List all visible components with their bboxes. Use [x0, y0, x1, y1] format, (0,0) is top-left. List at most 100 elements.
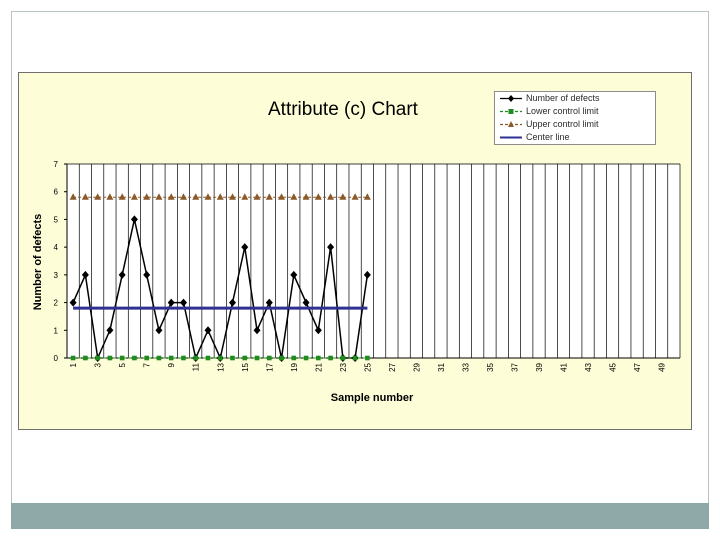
x-tick-label: 11: [192, 362, 201, 371]
data-point-number-of-defects: [314, 326, 322, 335]
data-point-lower-control-limit: [70, 355, 76, 361]
data-point-upper-control-limit: [327, 193, 335, 200]
legend-label-lcl: Lower control limit: [526, 106, 599, 116]
data-point-number-of-defects: [155, 326, 163, 335]
data-point-number-of-defects: [143, 270, 151, 279]
legend-label-ucl: Upper control limit: [526, 119, 599, 129]
data-point-lower-control-limit: [328, 355, 333, 361]
data-point-upper-control-limit: [278, 193, 286, 200]
data-point-number-of-defects: [204, 326, 212, 335]
y-tick-label: 2: [54, 299, 59, 308]
x-tick-label: 7: [143, 362, 152, 367]
y-tick-label: 1: [54, 326, 59, 335]
data-point-number-of-defects: [363, 270, 371, 279]
data-point-upper-control-limit: [314, 193, 322, 200]
data-point-lower-control-limit: [107, 355, 113, 361]
data-point-upper-control-limit: [216, 193, 224, 200]
data-point-lower-control-limit: [181, 355, 186, 361]
y-tick-label: 0: [54, 354, 59, 363]
data-point-lower-control-limit: [132, 355, 137, 361]
data-point-lower-control-limit: [352, 355, 358, 361]
x-tick-label: 1: [69, 362, 78, 367]
x-tick-label: 27: [388, 362, 397, 371]
footer-band: [11, 503, 709, 529]
x-tick-label: 19: [290, 362, 299, 371]
data-point-number-of-defects: [106, 326, 114, 335]
data-point-upper-control-limit: [118, 193, 126, 200]
x-tick-label: 35: [486, 362, 495, 371]
data-point-lower-control-limit: [340, 355, 346, 361]
x-tick-label: 3: [94, 362, 103, 367]
data-point-number-of-defects: [265, 298, 273, 307]
data-point-lower-control-limit: [156, 355, 162, 361]
data-point-upper-control-limit: [106, 193, 114, 200]
x-tick-label: 45: [609, 362, 618, 371]
data-point-upper-control-limit: [229, 193, 237, 200]
x-tick-label: 33: [461, 362, 470, 371]
x-tick-label: 25: [363, 362, 372, 371]
data-point-upper-control-limit: [167, 193, 175, 200]
x-tick-label: 23: [339, 362, 348, 371]
y-tick-label: 5: [54, 215, 59, 224]
x-tick-label: 5: [118, 362, 127, 367]
data-point-lower-control-limit: [95, 355, 100, 361]
data-point-upper-control-limit: [339, 193, 347, 200]
data-point-number-of-defects: [229, 298, 237, 307]
data-point-lower-control-limit: [242, 355, 248, 361]
x-tick-label: 13: [216, 362, 225, 371]
data-point-upper-control-limit: [155, 193, 163, 200]
data-point-upper-control-limit: [241, 193, 249, 200]
data-point-lower-control-limit: [119, 355, 125, 361]
x-tick-label: 15: [241, 362, 250, 371]
legend-item-center: Center line: [499, 132, 570, 143]
data-point-number-of-defects: [302, 298, 310, 307]
x-tick-label: 29: [412, 362, 421, 371]
data-point-lower-control-limit: [316, 355, 321, 361]
data-point-upper-control-limit: [204, 193, 212, 200]
x-tick-label: 49: [658, 362, 667, 371]
x-tick-label: 9: [167, 362, 176, 367]
legend-label-defects: Number of defects: [526, 93, 600, 103]
y-tick-label: 6: [54, 188, 59, 197]
legend-item-lcl: Lower control limit: [499, 106, 599, 117]
data-point-lower-control-limit: [144, 355, 149, 361]
data-point-lower-control-limit: [266, 355, 272, 361]
data-point-upper-control-limit: [253, 193, 261, 200]
chart-title: Attribute (c) Chart: [268, 99, 418, 120]
data-point-number-of-defects: [167, 298, 175, 307]
data-point-number-of-defects: [253, 326, 261, 335]
legend-label-center: Center line: [526, 132, 570, 142]
data-point-number-of-defects: [290, 270, 298, 279]
data-point-lower-control-limit: [254, 355, 260, 361]
y-tick-label: 4: [54, 243, 59, 252]
x-tick-label: 41: [560, 362, 569, 371]
data-point-lower-control-limit: [279, 355, 284, 361]
data-point-lower-control-limit: [303, 355, 309, 361]
x-tick-label: 17: [265, 362, 274, 371]
data-point-number-of-defects: [241, 243, 249, 252]
data-point-upper-control-limit: [265, 193, 273, 200]
x-tick-label: 37: [510, 362, 519, 371]
data-point-upper-control-limit: [363, 193, 371, 200]
y-tick-label: 7: [54, 160, 59, 169]
data-point-lower-control-limit: [205, 355, 211, 361]
x-tick-label: 31: [437, 362, 446, 371]
y-axis-label: Number of defects: [32, 213, 44, 311]
data-point-upper-control-limit: [302, 193, 310, 200]
data-point-number-of-defects: [69, 298, 77, 307]
data-point-upper-control-limit: [192, 193, 200, 200]
data-point-upper-control-limit: [179, 193, 187, 200]
data-point-upper-control-limit: [81, 193, 89, 200]
data-point-upper-control-limit: [130, 193, 138, 200]
data-point-lower-control-limit: [193, 355, 199, 361]
data-point-upper-control-limit: [290, 193, 298, 200]
legend-swatch-center: [500, 136, 522, 139]
legend-item-ucl: Upper control limit: [499, 119, 599, 130]
legend-swatch-ucl: [500, 121, 522, 127]
data-point-number-of-defects: [118, 270, 126, 279]
data-point-number-of-defects: [179, 298, 187, 307]
data-point-lower-control-limit: [168, 355, 174, 361]
data-point-number-of-defects: [81, 270, 89, 279]
data-point-upper-control-limit: [143, 193, 151, 200]
